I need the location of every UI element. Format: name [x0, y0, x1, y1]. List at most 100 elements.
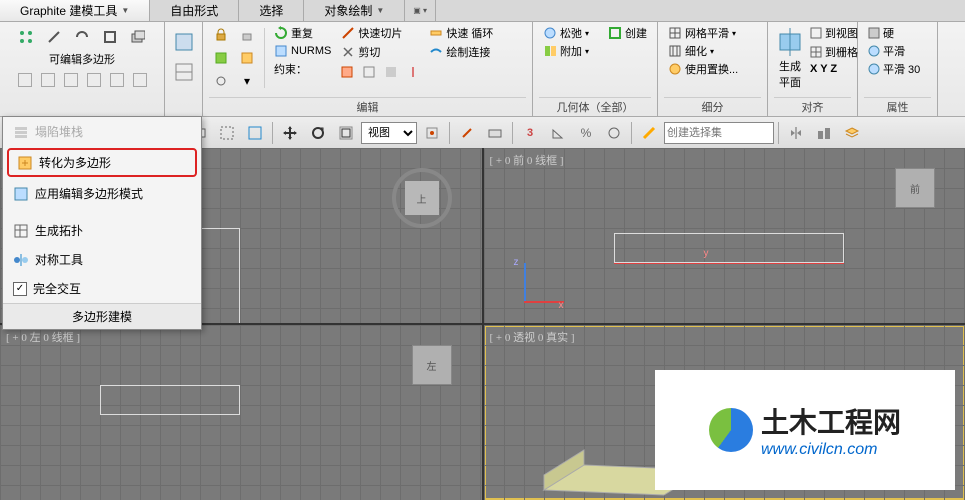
group-properties: 硬 平滑 平滑 30 属性 — [858, 22, 938, 116]
to-view-button[interactable]: 到视图 — [806, 24, 862, 42]
group-edit: ▾ 重复 NURMS 约束： 快速切片 剪切 — [203, 22, 533, 116]
mirror-button[interactable] — [783, 120, 809, 146]
modifier-btn-3 — [61, 70, 81, 90]
modifier-btn-1 — [15, 70, 35, 90]
toggle-preview-button[interactable] — [170, 28, 198, 56]
nurms-button[interactable]: NURMS — [270, 43, 335, 59]
misc2-icon[interactable]: ▾ — [235, 70, 259, 92]
shift2-icon[interactable] — [235, 47, 259, 69]
viewport-front-label: [ + 0 前 0 线框 ] — [490, 152, 564, 168]
shift-icon[interactable] — [209, 47, 233, 69]
refine-button[interactable]: 细化▾ — [664, 42, 761, 60]
group-subdivide-label: 细分 — [664, 97, 761, 116]
constraint-none-button[interactable] — [337, 62, 357, 82]
angle-snap-button[interactable] — [545, 120, 571, 146]
align-button[interactable] — [811, 120, 837, 146]
poly-modeling-dropdown: 塌陷堆栈 转化为多边形 应用编辑多边形模式 生成拓扑 对称工具 ✓ 完全交互 多… — [2, 116, 202, 330]
expand-icon: ▣ ▾ — [413, 6, 427, 15]
constraint-face-button[interactable] — [381, 62, 401, 82]
viewcube-left[interactable]: 左 — [412, 345, 452, 385]
tab-paint[interactable]: 对象绘制▼ — [304, 0, 405, 21]
tab-graphite[interactable]: Graphite 建模工具▼ — [0, 0, 150, 21]
chevron-down-icon: ▼ — [376, 6, 384, 15]
menu-convert-poly[interactable]: 转化为多边形 — [7, 148, 197, 177]
move-button[interactable] — [277, 120, 303, 146]
logo-title: 土木工程网 — [761, 401, 901, 441]
rotate-button[interactable] — [305, 120, 331, 146]
polygon-mode-button[interactable] — [98, 26, 122, 48]
menu-gen-topo[interactable]: 生成拓扑 — [3, 216, 201, 245]
misc1-icon[interactable] — [209, 70, 233, 92]
viewport-front[interactable]: [ + 0 前 0 线框 ] 前 y z x — [484, 148, 965, 323]
group-editpoly: 可编辑多边形 — [0, 22, 165, 116]
viewcube-top[interactable]: 上 — [392, 168, 452, 228]
meshsmooth-button[interactable]: 网格平滑▾ — [664, 24, 761, 42]
create-button[interactable]: 创建 — [604, 24, 651, 42]
group-edit-label: 编辑 — [209, 97, 526, 116]
topo-icon — [13, 223, 29, 239]
lock-icon[interactable] — [209, 24, 233, 46]
edge-mode-button[interactable] — [42, 26, 66, 48]
hard-button[interactable]: 硬 — [864, 24, 931, 42]
element-mode-button[interactable] — [126, 26, 150, 48]
select-region-button[interactable] — [214, 120, 240, 146]
modifier-btn-6 — [130, 70, 150, 90]
xyz-button[interactable]: X Y Z — [806, 62, 862, 76]
gen-plane-button[interactable]: 生成 平面 — [774, 24, 806, 94]
group-properties-label: 属性 — [864, 97, 931, 116]
checkbox-icon: ✓ — [13, 282, 27, 296]
editnamed-button[interactable] — [636, 120, 662, 146]
percent-snap-button[interactable]: % — [573, 120, 599, 146]
keyboard-button[interactable] — [482, 120, 508, 146]
viewport-persp-label: [ + 0 透视 0 真实 ] — [490, 329, 575, 345]
group-align: 生成 平面 到视图 到栅格 X Y Z 对齐 — [768, 22, 858, 116]
tab-select[interactable]: 选择 — [239, 0, 304, 21]
manip-button[interactable] — [454, 120, 480, 146]
unlock-icon[interactable] — [235, 24, 259, 46]
editpoly-label: 可编辑多边形 — [6, 51, 158, 67]
tab-freeform[interactable]: 自由形式 — [150, 0, 239, 21]
attach-button[interactable]: 附加▾ — [539, 42, 651, 60]
modifier-btn-2 — [38, 70, 58, 90]
pivot-button[interactable] — [419, 120, 445, 146]
reset-button[interactable]: 重复 — [270, 24, 335, 42]
scale-button[interactable] — [333, 120, 359, 146]
convert-icon — [17, 155, 33, 171]
menu-apply-editpoly[interactable]: 应用编辑多边形模式 — [3, 179, 201, 208]
group-geometry-label: 几何体（全部） — [539, 97, 651, 116]
border-mode-button[interactable] — [70, 26, 94, 48]
spinner-snap-button[interactable] — [601, 120, 627, 146]
menu-footer: 多边形建模 — [3, 303, 201, 329]
symmetry-icon — [13, 252, 29, 268]
viewcube-front[interactable]: 前 — [895, 168, 935, 208]
layers-button[interactable] — [839, 120, 865, 146]
ribbon: Graphite 建模工具▼ 自由形式 选择 对象绘制▼ ▣ ▾ 可编辑多边形 — [0, 0, 965, 117]
viewport-left[interactable]: [ + 0 左 0 线框 ] 左 — [0, 325, 482, 500]
cut-button[interactable]: 剪切 — [337, 43, 423, 61]
smooth30-button[interactable]: 平滑 30 — [864, 60, 931, 78]
to-grid-button[interactable]: 到栅格 — [806, 43, 862, 61]
named-selection-input[interactable] — [664, 122, 774, 144]
snap-button[interactable]: 3 — [517, 120, 543, 146]
menu-collapse-stack: 塌陷堆栈 — [3, 117, 201, 146]
group-geometry: 松弛▾ 附加▾ 创建 几何体（全部） — [533, 22, 658, 116]
menu-full-interact[interactable]: ✓ 完全交互 — [3, 274, 201, 303]
use-override-button[interactable]: 使用置换... — [664, 60, 761, 78]
paintconnect-button[interactable]: 绘制连接 — [425, 43, 497, 61]
constraint-edge-button[interactable] — [359, 62, 379, 82]
menu-symmetry[interactable]: 对称工具 — [3, 245, 201, 274]
vertex-mode-button[interactable] — [14, 26, 38, 48]
refcoord-combo[interactable]: 视图 — [361, 122, 417, 144]
constraint-label: 约束： — [270, 60, 335, 78]
watermark-logo: 土木工程网 www.civilcn.com — [655, 370, 955, 490]
quickloop-button[interactable]: 快速 循环 — [425, 24, 497, 42]
constraint-normal-button[interactable] — [403, 62, 423, 82]
toggle-cage-button[interactable] — [170, 58, 198, 86]
logo-icon — [709, 408, 753, 452]
quickslice-button[interactable]: 快速切片 — [337, 24, 423, 42]
stack-icon — [13, 124, 29, 140]
viewport-left-label: [ + 0 左 0 线框 ] — [6, 329, 80, 345]
tab-expand[interactable]: ▣ ▾ — [405, 0, 436, 21]
window-crossing-button[interactable] — [242, 120, 268, 146]
smooth-button[interactable]: 平滑 — [864, 42, 931, 60]
